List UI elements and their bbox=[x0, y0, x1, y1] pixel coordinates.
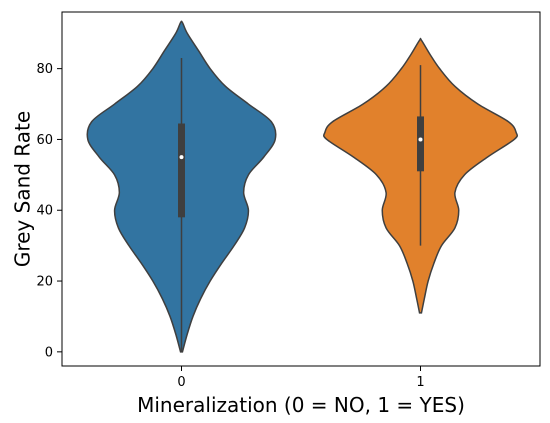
violin-iqr-box-1 bbox=[417, 116, 424, 172]
y-tick-label: 20 bbox=[36, 275, 53, 290]
x-tick-label: 1 bbox=[416, 375, 424, 390]
x-axis-label: Mineralization (0 = NO, 1 = YES) bbox=[137, 393, 465, 417]
y-ticks: 0 20 40 60 80 bbox=[36, 62, 62, 360]
violins-layer bbox=[86, 20, 519, 353]
y-tick-label: 80 bbox=[36, 62, 53, 77]
violin-median-0 bbox=[179, 155, 184, 160]
y-tick-label: 60 bbox=[36, 133, 53, 148]
y-tick-label: 0 bbox=[45, 345, 53, 360]
violin-median-1 bbox=[418, 137, 423, 142]
y-axis-label: Grey Sand Rate bbox=[11, 111, 35, 267]
x-tick-label: 0 bbox=[177, 375, 185, 390]
violin-iqr-box-0 bbox=[178, 123, 185, 218]
plot-frame bbox=[61, 11, 541, 367]
y-tick-label: 40 bbox=[36, 204, 53, 219]
